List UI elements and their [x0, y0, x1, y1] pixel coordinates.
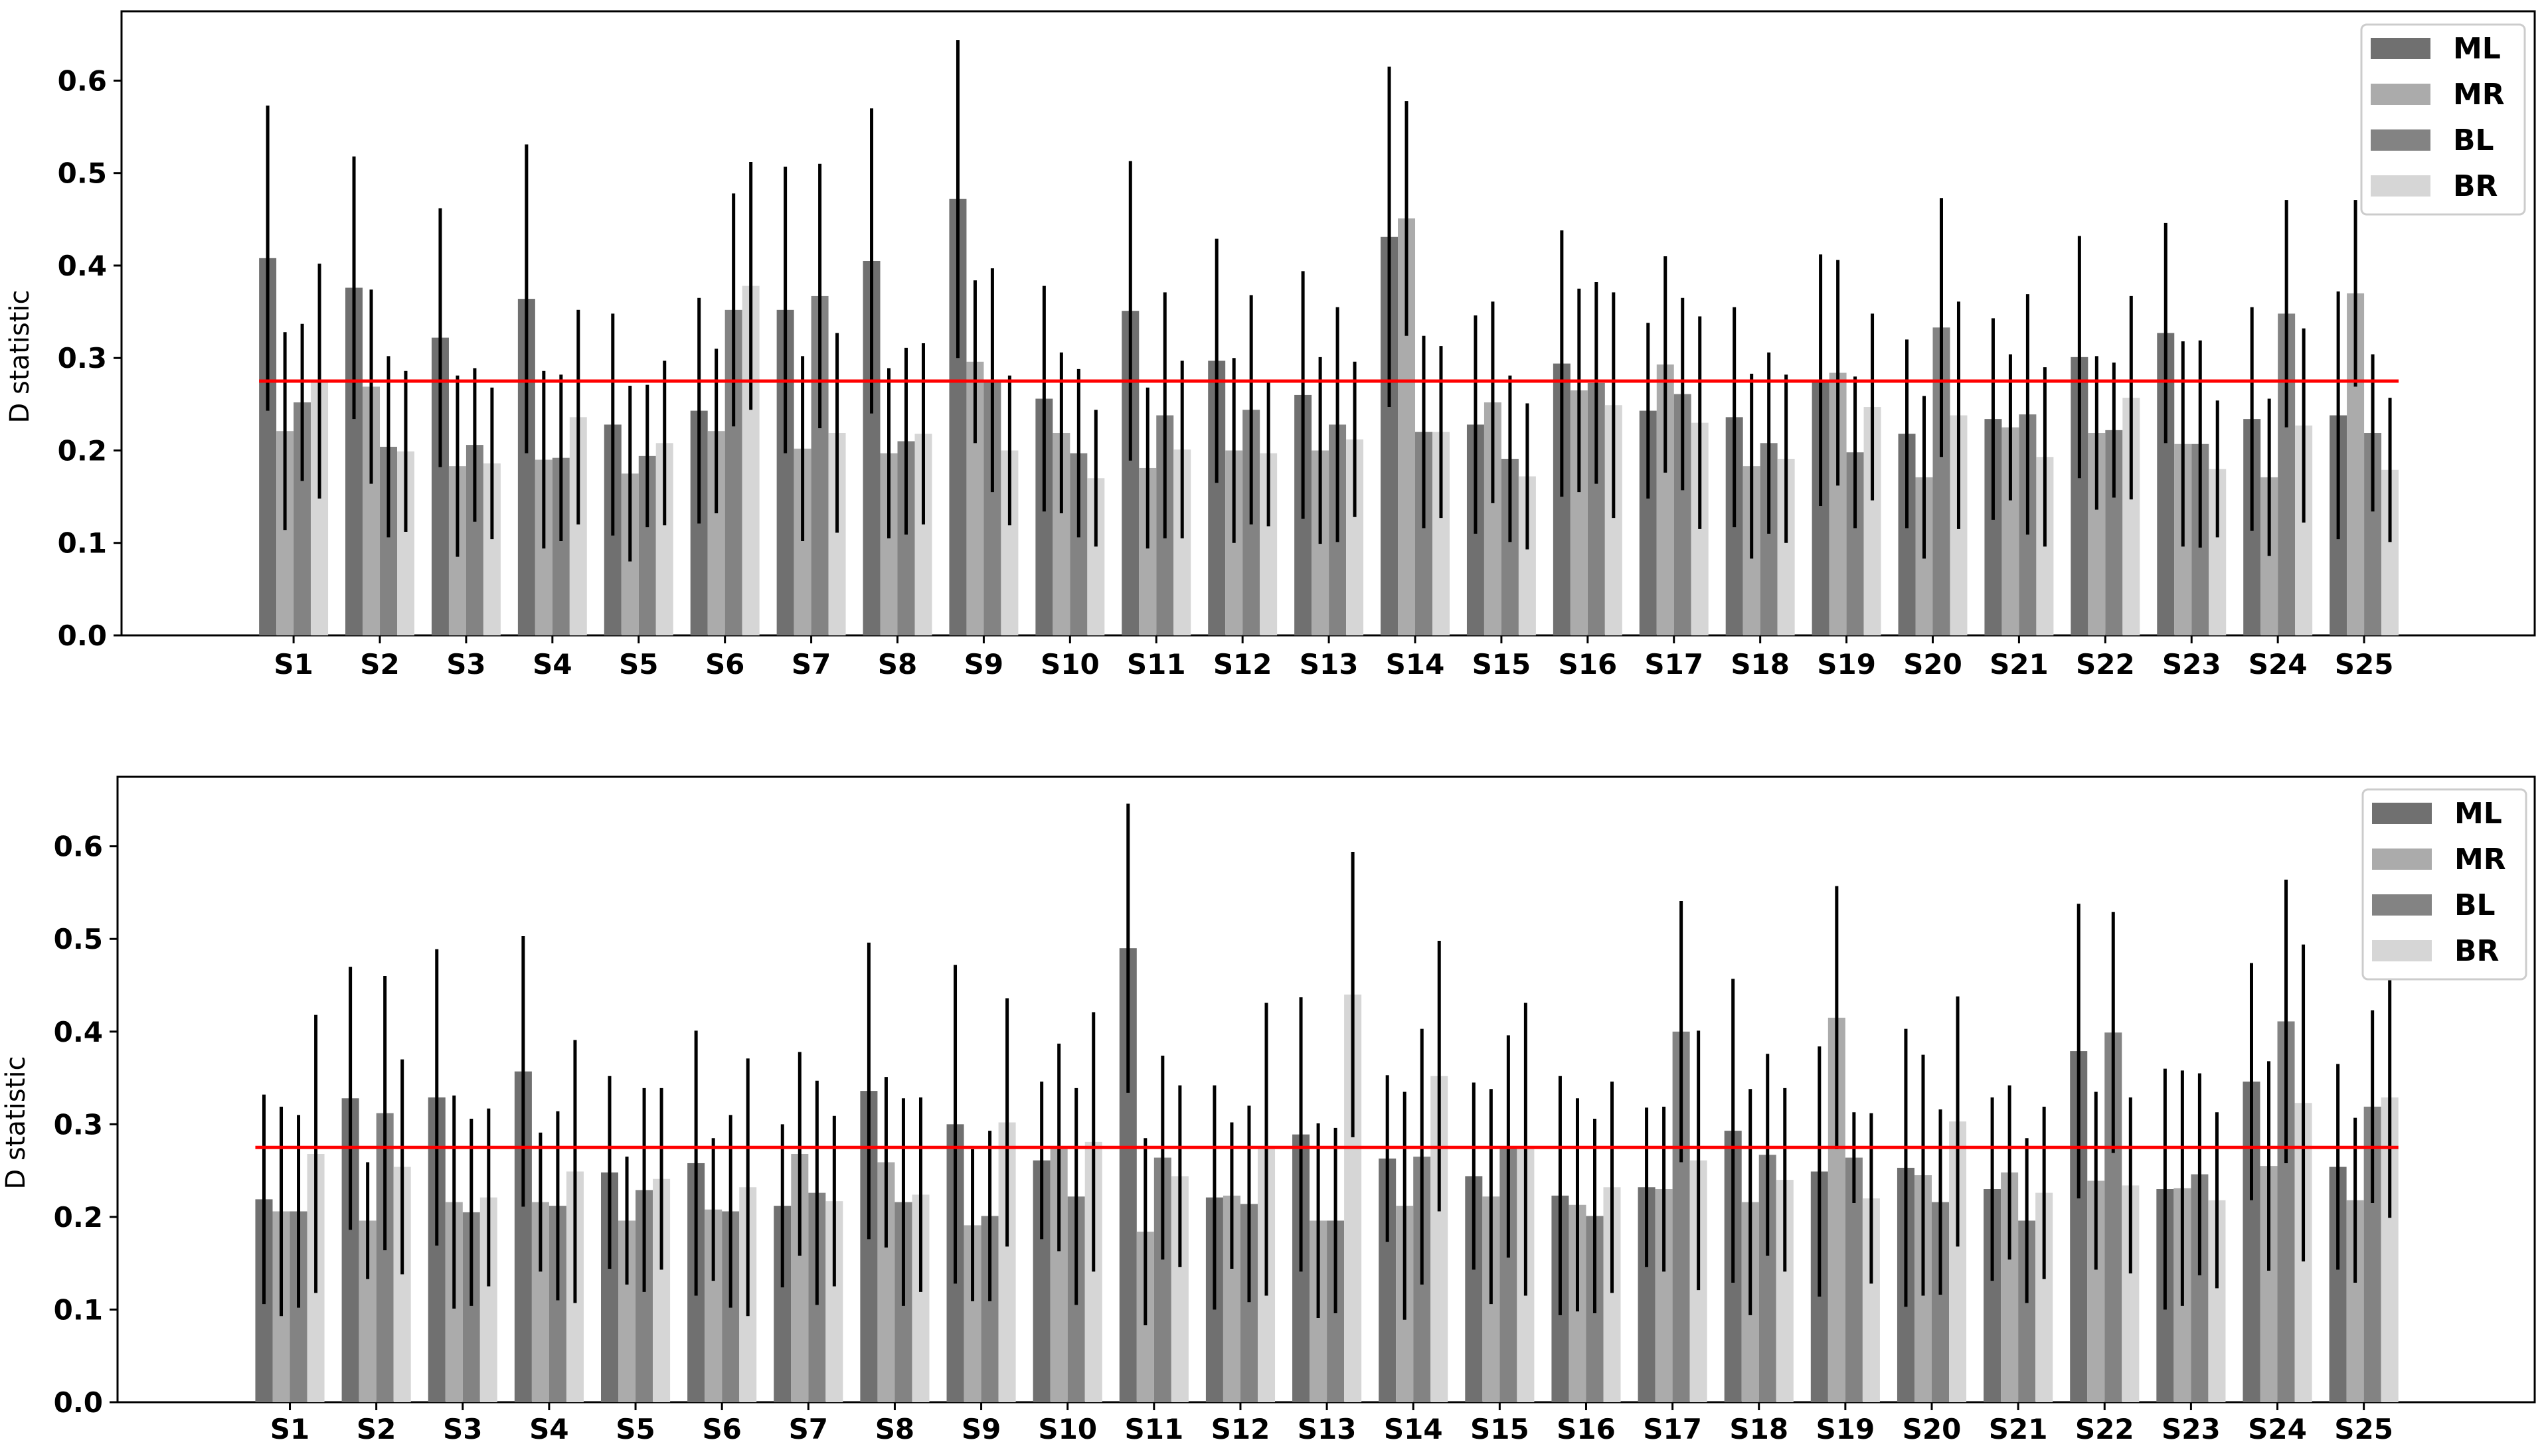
x-tick-label: S23 — [2162, 1413, 2221, 1445]
x-tick-label: S6 — [702, 1413, 741, 1445]
x-tick-label: S4 — [529, 1413, 568, 1445]
legend-swatch-ml — [2372, 803, 2432, 824]
top-chart-panel: 0.0 0.1 0.2 0.3 0.4 0.5 0.6 D statistic S1 S2 S3 S4… — [5, 10, 2536, 681]
y-tick-label: 0.3 — [58, 342, 107, 374]
x-tick-label: S10 — [1038, 1413, 1097, 1445]
legend-label-mr: MR — [2454, 843, 2506, 876]
legend-label-mr: MR — [2453, 78, 2505, 112]
x-tick-label: S22 — [2075, 1413, 2134, 1445]
bottom-chart-panel: 0.0 0.1 0.2 0.3 0.4 0.5 0.6 D statistic S1 S2 S3 S4… — [1, 775, 2536, 1445]
legend-box — [2360, 23, 2526, 216]
legend-swatch-mr — [2371, 84, 2430, 105]
y-tick-label: 0.1 — [58, 527, 107, 560]
x-tick-label: S24 — [2248, 1413, 2307, 1445]
x-tick-label: S18 — [1731, 648, 1790, 681]
y-tick-label: 0.0 — [58, 619, 107, 652]
x-tick-label: S6 — [705, 648, 744, 681]
x-tick-label: S2 — [357, 1413, 396, 1445]
legend-label-br: BR — [2454, 934, 2499, 968]
x-tick-label: S10 — [1041, 648, 1100, 681]
y-axis-title: D statistic — [5, 290, 35, 424]
legend-swatch-br — [2372, 940, 2432, 961]
legend-box — [2361, 788, 2527, 981]
x-tick-label: S14 — [1384, 1413, 1443, 1445]
x-tick-label: S4 — [533, 648, 572, 681]
legend-swatch-bl — [2371, 129, 2430, 151]
y-tick-label: 0.0 — [54, 1386, 103, 1419]
y-tick-label: 0.4 — [54, 1016, 103, 1048]
y-tick-label: 0.1 — [54, 1293, 103, 1326]
x-tick-label: S16 — [1557, 1413, 1616, 1445]
legend-swatch-mr — [2372, 849, 2432, 870]
x-tick-label: S1 — [274, 648, 313, 681]
x-tick-label: S25 — [2334, 1413, 2393, 1445]
y-tick-label: 0.6 — [54, 831, 103, 863]
x-tick-label: S1 — [270, 1413, 309, 1445]
x-tick-label: S2 — [360, 648, 399, 681]
x-tick-label: S17 — [1643, 1413, 1702, 1445]
y-tick-label: 0.6 — [58, 64, 107, 97]
x-tick-label: S15 — [1472, 648, 1531, 681]
x-tick-label: S19 — [1816, 1413, 1875, 1445]
y-tick-label: 0.3 — [54, 1108, 103, 1141]
x-tick-label: S20 — [1903, 1413, 1962, 1445]
x-tick-label: S9 — [962, 1413, 1001, 1445]
x-tick-label: S19 — [1817, 648, 1876, 681]
x-tick-label: S21 — [1989, 1413, 2048, 1445]
x-tick-label: S21 — [1990, 648, 2049, 681]
y-tick-label: 0.5 — [58, 157, 107, 190]
legend-label-bl: BL — [2454, 888, 2496, 922]
x-tick-label: S24 — [2249, 648, 2308, 681]
y-tick-label: 0.5 — [54, 923, 103, 955]
legend-label-bl: BL — [2453, 123, 2494, 157]
x-tick-label: S23 — [2162, 648, 2221, 681]
x-tick-label: S13 — [1298, 1413, 1357, 1445]
legend-label-ml: ML — [2453, 32, 2501, 66]
x-tick-label: S9 — [964, 648, 1003, 681]
x-tick-label: S5 — [616, 1413, 655, 1445]
x-tick-label: S11 — [1127, 648, 1186, 681]
legend-swatch-bl — [2372, 894, 2432, 916]
x-tick-label: S3 — [443, 1413, 482, 1445]
legend-label-ml: ML — [2454, 797, 2502, 831]
x-tick-label: S25 — [2335, 648, 2394, 681]
x-tick-label: S14 — [1386, 648, 1445, 681]
x-tick-label: S12 — [1211, 1413, 1270, 1445]
x-tick-label: S17 — [1644, 648, 1703, 681]
legend-swatch-br — [2371, 175, 2430, 197]
x-tick-label: S20 — [1903, 648, 1962, 681]
x-tick-label: S18 — [1729, 1413, 1788, 1445]
y-tick-label: 0.4 — [58, 250, 107, 282]
x-tick-label: S11 — [1124, 1413, 1183, 1445]
x-tick-label: S5 — [619, 648, 658, 681]
x-tick-label: S7 — [792, 648, 831, 681]
x-tick-label: S16 — [1558, 648, 1617, 681]
x-tick-label: S12 — [1213, 648, 1272, 681]
y-tick-label: 0.2 — [58, 434, 107, 467]
x-tick-label: S13 — [1300, 648, 1359, 681]
y-tick-label: 0.2 — [54, 1201, 103, 1234]
x-tick-label: S22 — [2076, 648, 2135, 681]
x-tick-label: S15 — [1470, 1413, 1529, 1445]
legend-swatch-ml — [2371, 38, 2430, 59]
legend-label-br: BR — [2453, 169, 2498, 203]
x-tick-label: S7 — [789, 1413, 828, 1445]
x-tick-label: S3 — [446, 648, 485, 681]
x-tick-label: S8 — [875, 1413, 914, 1445]
x-tick-label: S8 — [878, 648, 917, 681]
y-axis-title: D statistic — [1, 1056, 31, 1190]
